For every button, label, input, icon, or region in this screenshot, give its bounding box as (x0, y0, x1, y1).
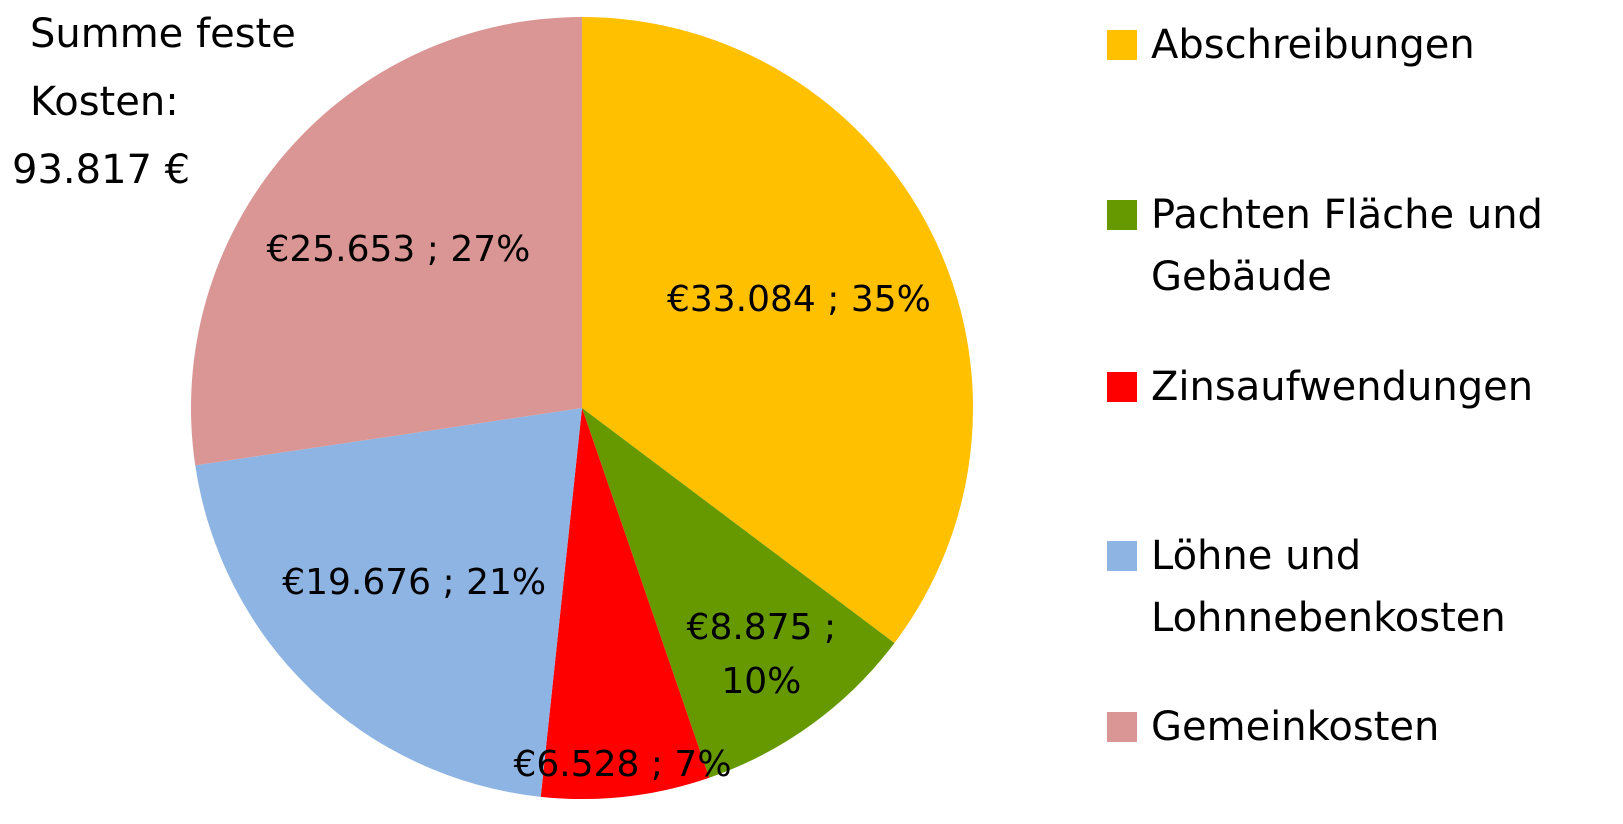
annotation-line: Kosten: (30, 79, 179, 125)
data-label: €19.676 ; 21% (282, 561, 547, 603)
data-label: €25.653 ; 27% (266, 228, 531, 270)
pie-slice (540, 408, 710, 799)
annotation-line: 93.817 € (12, 147, 191, 193)
legend-swatch (1107, 372, 1137, 402)
legend-item: Zinsaufwendungen (1107, 356, 1571, 418)
annotation: Summe feste Kosten: 93.817 € (12, 0, 296, 204)
legend-item: Pachten Fläche und Gebäude (1107, 184, 1571, 308)
legend-swatch (1107, 712, 1137, 742)
legend-item: Löhne und Lohnnebenkosten (1107, 525, 1571, 649)
annotation-line: Summe feste (30, 11, 296, 57)
legend-swatch (1107, 30, 1137, 60)
legend-label: Gemeinkosten (1151, 704, 1440, 750)
legend-item: Gemeinkosten (1107, 696, 1571, 758)
legend-swatch (1107, 541, 1137, 571)
data-label: €8.875 ; 10% (686, 606, 837, 702)
legend-label: Abschreibungen (1151, 22, 1475, 68)
legend-item: Abschreibungen (1107, 14, 1571, 76)
pie-slice (191, 17, 583, 466)
pie-slice (582, 17, 973, 644)
legend-label: Pachten Fläche und Gebäude (1151, 192, 1543, 300)
data-label: €6.528 ; 7% (513, 744, 732, 786)
pie-slice (582, 408, 895, 778)
legend-label: Löhne und Lohnnebenkosten (1151, 533, 1506, 641)
pie-slice (195, 408, 582, 797)
legend-swatch (1107, 200, 1137, 230)
legend-label: Zinsaufwendungen (1151, 364, 1534, 410)
data-label: €33.084 ; 35% (666, 278, 931, 320)
